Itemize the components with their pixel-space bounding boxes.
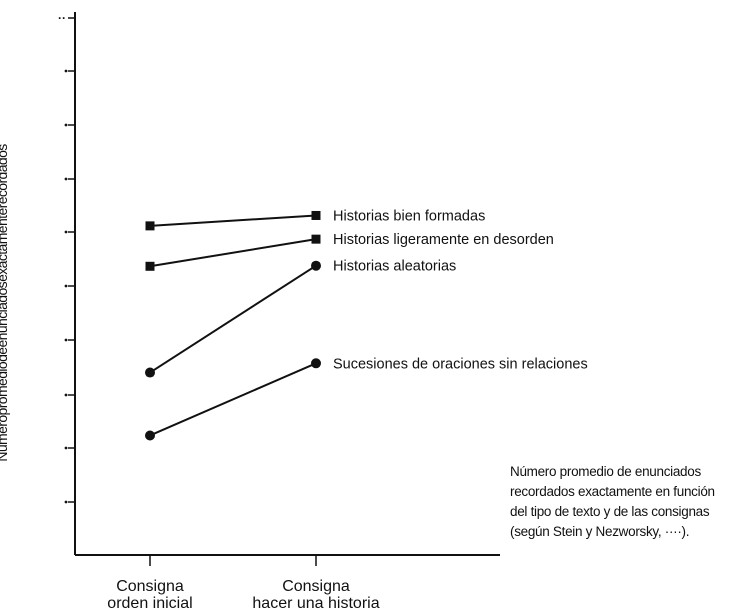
series-labels: Historias bien formadas Historias ligeram…: [333, 208, 588, 372]
series-label: Historias ligeramente en desorden: [333, 232, 554, 248]
y-tick-dot: [64, 177, 68, 181]
series-line: [149, 214, 317, 227]
y-tick-dot: [64, 69, 68, 73]
x-category-label-line: orden inicial: [107, 595, 193, 612]
x-category-label-line: Consigna: [116, 578, 184, 595]
series-label: Historias bien formadas: [333, 208, 485, 224]
caption-line: del tipo de texto y de las consignas: [510, 504, 710, 519]
y-tick-dot: [64, 284, 68, 288]
data-point-square: [145, 221, 155, 231]
axes: ··: [58, 11, 500, 566]
data-point-square: [311, 210, 321, 220]
y-tick-dot: [64, 338, 68, 342]
x-category-label: Consigna hacer una historia: [221, 578, 411, 612]
y-tick-dot: [64, 230, 68, 234]
data-point-square: [311, 234, 321, 244]
data-point-circle: [145, 367, 155, 378]
y-tick-dot: [64, 500, 68, 504]
caption-line: (según Stein y Nezworsky, ····).: [510, 524, 690, 539]
figure-caption: Número promedio de enunciados recordados…: [510, 462, 750, 542]
series-lines: [149, 214, 317, 437]
data-point-circle: [311, 358, 321, 369]
series-label: Historias aleatorias: [333, 259, 456, 275]
y-axis-label: Númeropromediodeenunciadosexactamenterec…: [0, 144, 10, 462]
y-tick-dot: [64, 393, 68, 397]
x-category-label-line: Consigna: [282, 578, 350, 595]
data-point-circle: [145, 430, 155, 441]
series-markers: [145, 210, 321, 441]
y-top-tick-label: ··: [58, 11, 66, 25]
series-line: [149, 362, 317, 437]
caption-line: recordados exactamente en función: [510, 484, 715, 499]
x-category-label: Consigna orden inicial: [55, 578, 245, 612]
x-category-label-line: hacer una historia: [252, 595, 380, 612]
data-point-circle: [311, 260, 321, 271]
series-line: [149, 238, 317, 268]
data-point-square: [145, 261, 155, 271]
y-tick-dot: [64, 446, 68, 450]
series-line: [149, 264, 317, 374]
y-tick-dot: [64, 123, 68, 127]
series-label: Sucesiones de oraciones sin relaciones: [333, 356, 588, 372]
caption-line: Número promedio de enunciados: [510, 464, 701, 479]
